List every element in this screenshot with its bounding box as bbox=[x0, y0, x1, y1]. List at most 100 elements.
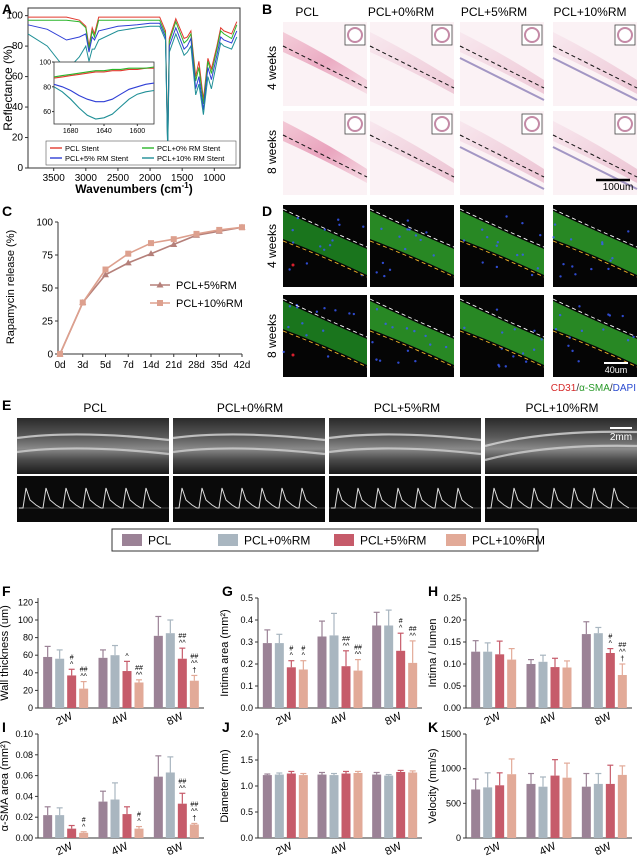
bar-chart-ytick-label: 1.0 bbox=[240, 781, 253, 791]
panel-letter-g: G bbox=[222, 583, 233, 599]
bar bbox=[593, 783, 603, 838]
panel-d-nucleus bbox=[315, 310, 319, 313]
bar bbox=[550, 775, 560, 838]
panel-c-point bbox=[170, 236, 177, 243]
panel-d-nucleus bbox=[291, 228, 294, 232]
panel-d-nucleus bbox=[388, 268, 392, 272]
panel-a-ftir-chart: Reflectance (%) Wavenumbers (cm-1) 3500 3… bbox=[1, 7, 241, 196]
bar-chart-ytick-label: 500 bbox=[446, 798, 461, 808]
panel-e-col-0rm: PCL+0%RM bbox=[217, 401, 283, 415]
significance-marker: ^ bbox=[609, 641, 613, 648]
bar-chart-xtick-label: 8W bbox=[383, 840, 404, 858]
panel-d-nucleus bbox=[553, 223, 557, 226]
panel-e-bmode bbox=[17, 418, 169, 474]
panel-b-boundary bbox=[552, 45, 638, 89]
bar-chart-ytick-label: 0 bbox=[456, 833, 461, 843]
bar-chart-xtick-label: 4W bbox=[329, 710, 350, 728]
panel-d-inner-boundary bbox=[459, 298, 545, 338]
panel-j-bar-chart: 0.0 0.5 1.0 1.5 2.0 Diameter (mm) 2W 4W 8W bbox=[219, 729, 422, 858]
panel-c-xtick-label: 0d bbox=[54, 360, 65, 371]
panel-e-bmode bbox=[329, 418, 481, 474]
panel-e-doppler-waveform bbox=[331, 487, 474, 509]
bar-chart-ytick-label: 0.20 bbox=[443, 615, 461, 625]
significance-marker: # bbox=[137, 812, 141, 819]
panel-c-point bbox=[148, 240, 154, 247]
panel-a-xtick-label: 2000 bbox=[139, 173, 162, 184]
bar bbox=[593, 633, 603, 708]
panel-d-nucleus bbox=[305, 334, 308, 337]
bar bbox=[617, 774, 627, 838]
panel-b-tile bbox=[369, 111, 455, 195]
panel-b-tissue bbox=[460, 32, 544, 94]
panel-d-smc-layer bbox=[283, 211, 367, 275]
panel-d-inner-boundary bbox=[552, 208, 638, 248]
panel-d-nucleus bbox=[577, 360, 580, 363]
panel-d-nucleus bbox=[608, 314, 612, 317]
panel-e-bmode bbox=[173, 418, 325, 474]
bar-chart-ytick-label: 0.06 bbox=[15, 771, 33, 781]
bar-chart-ytick-label: 60 bbox=[23, 650, 33, 660]
bar-chart-xtick-label: 4W bbox=[110, 710, 131, 728]
bar bbox=[274, 643, 284, 708]
bar-chart-ytick-label: 2.0 bbox=[240, 729, 253, 739]
significance-marker: ^^ bbox=[179, 785, 186, 792]
bar bbox=[550, 667, 560, 708]
panel-e-tile bbox=[172, 418, 326, 522]
panel-d-nucleus bbox=[621, 314, 624, 318]
bar-chart-xtick-label: 2W bbox=[482, 710, 503, 728]
panel-d-nucleus bbox=[301, 322, 304, 325]
group-legend-label: PCL+5%RM bbox=[360, 534, 426, 548]
panel-b-scale-label: 100um bbox=[603, 182, 634, 193]
bar bbox=[317, 636, 327, 708]
panel-d-nucleus bbox=[611, 257, 614, 260]
panel-c-release-chart: Rapamycin release (%) 0 25 50 75 100 0d 3d 5d 7d… bbox=[5, 218, 250, 372]
significance-marker: ## bbox=[190, 653, 198, 660]
bar-chart-xtick-label: 8W bbox=[383, 710, 404, 728]
bar bbox=[562, 777, 572, 838]
panel-d-nucleus bbox=[287, 325, 290, 329]
bar-chart-ytick-label: 20 bbox=[23, 685, 33, 695]
panel-b-boundary bbox=[282, 45, 368, 89]
panel-d-tile bbox=[282, 205, 368, 287]
panel-a-inset-frame bbox=[53, 61, 155, 125]
panel-b-thumb-ring bbox=[434, 27, 450, 43]
bar bbox=[286, 773, 296, 838]
panel-letter-d: D bbox=[262, 203, 272, 219]
significance-marker: ## bbox=[80, 667, 88, 674]
significance-marker: ^ bbox=[82, 824, 86, 831]
panel-d-nucleus bbox=[601, 242, 604, 246]
panel-d-nucleus bbox=[495, 265, 499, 269]
panel-d-nucleus bbox=[513, 328, 516, 331]
panel-d-nucleus bbox=[495, 244, 499, 247]
bar-chart-ytick-label: 0.4 bbox=[240, 615, 253, 625]
panel-b-boundary bbox=[369, 134, 455, 178]
panel-d-nucleus bbox=[371, 341, 374, 344]
bar bbox=[507, 774, 517, 838]
panel-a-ytick-label: 40 bbox=[12, 102, 24, 113]
panel-a-inset-xtick-label: 1680 bbox=[63, 128, 79, 135]
bar bbox=[581, 634, 591, 708]
panel-a-legend-label: PCL+5% RM Stent bbox=[65, 154, 129, 163]
panel-e-doppler bbox=[173, 476, 325, 522]
panel-a-inset-ytick-label: 80 bbox=[43, 84, 51, 91]
significance-marker: ## bbox=[342, 636, 350, 643]
panel-d-nucleus bbox=[383, 274, 386, 278]
panel-d-nucleus bbox=[444, 345, 448, 349]
panel-e-vessel-wall bbox=[484, 430, 638, 448]
panel-e-doppler bbox=[17, 476, 169, 522]
bar bbox=[165, 772, 175, 838]
group-legend-swatch bbox=[218, 534, 238, 546]
panel-d-nucleus bbox=[602, 328, 605, 331]
panel-c-point bbox=[102, 266, 109, 273]
significance-marker: # bbox=[70, 654, 74, 661]
panel-c-xtick-label: 7d bbox=[123, 360, 134, 371]
significance-marker: ^ bbox=[399, 625, 403, 632]
bar bbox=[471, 651, 481, 708]
panel-a-xlabel: Wavenumbers (cm-1) bbox=[75, 181, 192, 196]
panel-d-nucleus bbox=[413, 329, 416, 333]
panel-d-nucleus bbox=[291, 241, 295, 244]
bar-chart-xtick-label: 8W bbox=[593, 840, 614, 858]
